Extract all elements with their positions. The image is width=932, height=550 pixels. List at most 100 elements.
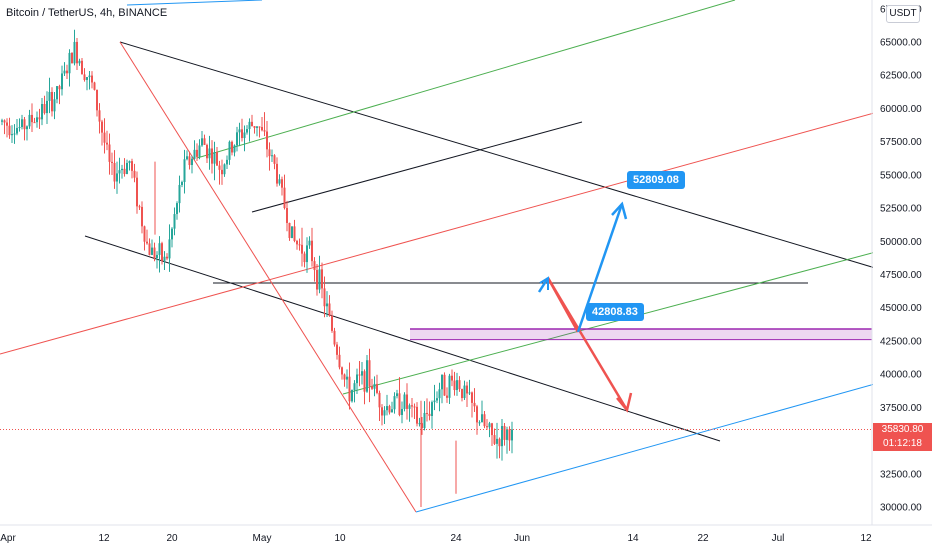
candle-body: [256, 126, 258, 128]
candle-body: [203, 138, 206, 145]
outer-upper-line: [126, 0, 263, 6]
time-axis-label: 12: [860, 533, 872, 544]
candle-body: [291, 226, 293, 238]
candle-body: [403, 394, 406, 409]
candle-body: [371, 386, 373, 389]
time-axis: Apr 12 20 May 10 24 Jun 14 22 Jul 12: [0, 524, 932, 550]
candle-body: [408, 405, 411, 409]
candle-body: [91, 75, 93, 83]
candle-body: [206, 144, 208, 159]
candle-body: [498, 438, 501, 447]
candle-body: [216, 152, 218, 166]
candle-body: [46, 100, 48, 114]
candle-body: [343, 374, 346, 380]
red-arrow-down: [546, 277, 629, 411]
candle-body: [83, 74, 86, 80]
blue-arrow-left: [537, 277, 550, 293]
candle-body: [61, 73, 63, 90]
candle-body: [116, 173, 118, 182]
candle-body: [16, 128, 18, 134]
candle-body: [391, 409, 393, 413]
time-axis-label: 24: [450, 533, 462, 544]
candle-body: [233, 145, 236, 153]
candle-body: [353, 383, 356, 391]
price-axis-label: 40000.00: [880, 370, 922, 381]
candle-body: [163, 256, 166, 261]
candle-body: [311, 240, 313, 262]
candle-body: [298, 244, 301, 246]
candle-body: [201, 138, 203, 146]
candle-body: [413, 406, 416, 408]
candle-body: [446, 395, 448, 398]
candle-body: [111, 161, 113, 163]
candle-body: [211, 148, 213, 164]
candle-body: [443, 374, 446, 396]
channel-line: [251, 121, 583, 213]
candle-body: [356, 374, 358, 384]
candle-body: [276, 163, 278, 184]
candle-body: [461, 389, 463, 399]
red-arrow-head: [616, 392, 633, 413]
candle-body: [231, 141, 233, 153]
candle-body: [106, 142, 108, 145]
candle-body: [293, 226, 296, 241]
candle-body: [261, 127, 263, 131]
candle-body: [86, 77, 88, 80]
candle-body: [121, 168, 123, 171]
candle-body: [358, 374, 361, 376]
candle-body: [26, 126, 28, 130]
candle-body: [18, 127, 21, 129]
target-high-callout[interactable]: 52809.08: [627, 171, 685, 189]
candle-body: [183, 159, 186, 182]
last-price-value: 35830.80: [881, 424, 924, 435]
candle-body: [151, 247, 153, 255]
candle-body: [31, 114, 33, 123]
currency-badge[interactable]: USDT: [886, 5, 920, 23]
time-axis-label: 20: [166, 533, 178, 544]
chart-title: Bitcoin / TetherUS, 4h, BINANCE: [6, 7, 168, 19]
candle-body: [423, 412, 426, 429]
price-axis-label: 65000.00: [880, 38, 922, 49]
candle-body: [51, 91, 53, 112]
candle-body: [128, 161, 131, 163]
candle-body: [286, 208, 288, 223]
candle-body: [493, 435, 496, 444]
candle-body: [348, 376, 351, 402]
candle-body: [426, 412, 428, 414]
candle-body: [21, 119, 23, 128]
candle-body: [58, 86, 61, 90]
price-axis-label: 30000.00: [880, 503, 922, 514]
candle-body: [208, 148, 211, 159]
projection-arrows: [537, 201, 633, 413]
candle-body: [376, 383, 378, 393]
candle-body: [243, 132, 246, 139]
candle-body: [263, 130, 266, 132]
candle-body: [316, 270, 318, 290]
candle-body: [213, 152, 216, 164]
candle-body: [98, 110, 101, 122]
fork-upper-line: [196, 0, 736, 159]
target-mid-callout[interactable]: 42808.83: [586, 303, 644, 321]
candle-body: [113, 162, 116, 182]
median-line: [0, 96, 932, 355]
candle-body: [176, 203, 178, 215]
candle-body: [251, 121, 253, 127]
candle-body: [43, 104, 46, 114]
candle-body: [66, 70, 68, 74]
candle-body: [221, 169, 223, 175]
candle-body: [318, 269, 321, 290]
candle-body: [351, 390, 353, 402]
candle-body: [123, 168, 126, 174]
candle-body: [153, 247, 156, 258]
candle-body: [1, 120, 3, 122]
time-axis-label: 22: [697, 533, 709, 544]
candle-body: [303, 253, 306, 263]
candle-body: [441, 374, 443, 390]
candle-body: [126, 162, 128, 174]
candle-body: [333, 330, 336, 345]
candle-body: [146, 241, 148, 244]
candle-body: [168, 239, 171, 259]
candle-body: [101, 121, 103, 133]
candle-body: [416, 406, 418, 424]
